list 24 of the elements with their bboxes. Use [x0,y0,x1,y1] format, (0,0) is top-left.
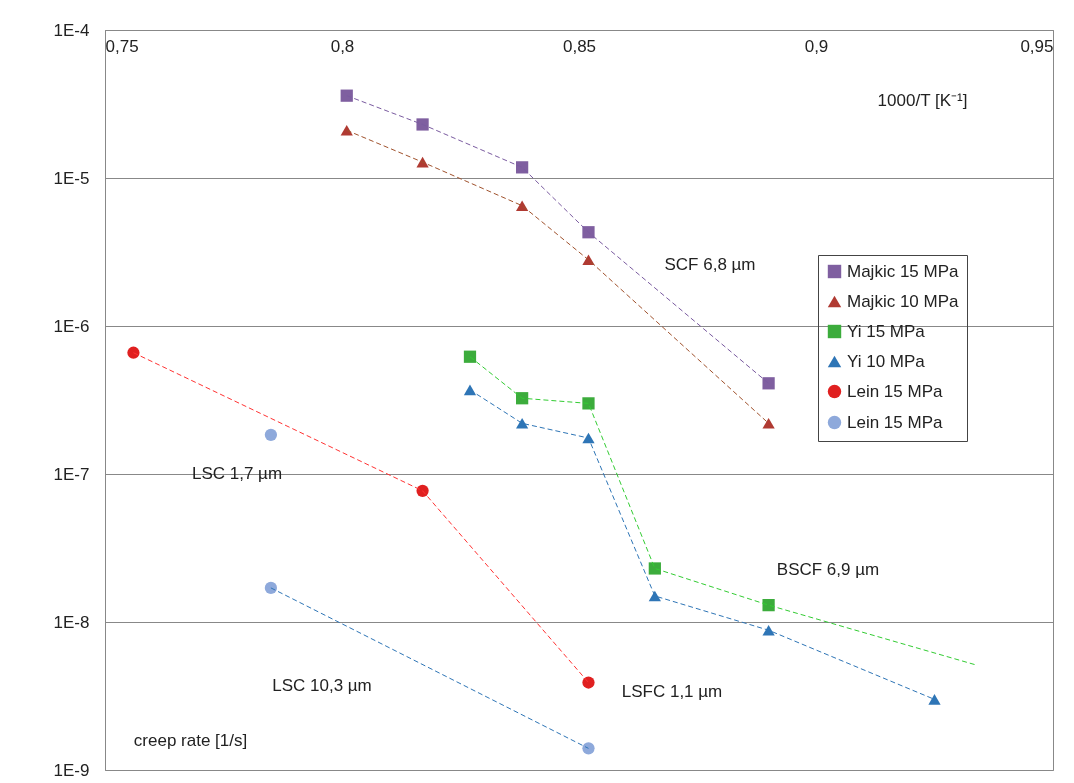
legend-label: Yi 15 MPa [847,321,926,341]
x-tick-label: 0,95 [1020,36,1054,56]
y-tick-label: 1E-7 [53,464,90,484]
y-tick-label: 1E-9 [53,760,90,780]
x-tick-label: 0,75 [105,36,139,56]
x-tick-label: 0,85 [562,36,597,56]
y-axis-title: creep rate [1/s] [133,730,248,750]
legend-label: Majkic 10 MPa [847,291,960,311]
annotation: LSC 10,3 µm [272,676,372,695]
y-tick-label: 1E-8 [53,612,90,632]
y-tick-label: 1E-4 [53,20,90,40]
legend-label: Lein 15 MPa [847,381,943,401]
x-tick-label: 0,9 [804,36,829,56]
legend-label: Lein 15 MPa [847,412,943,432]
y-tick-label: 1E-6 [53,316,90,336]
legend-label: Majkic 15 MPa [847,261,960,281]
annotation: LSC 1,7 µm [191,464,283,483]
legend-label: Yi 10 MPa [847,351,926,371]
annotation: SCF 6,8 µm [664,255,756,274]
annotation: BSCF 6,9 µm [776,560,880,579]
annotation: LSFC 1,1 µm [621,682,723,701]
x-tick-label: 0,8 [330,36,355,56]
y-tick-label: 1E-5 [53,168,90,188]
x-axis-title: 1000/T [K⁻¹] [877,90,968,110]
